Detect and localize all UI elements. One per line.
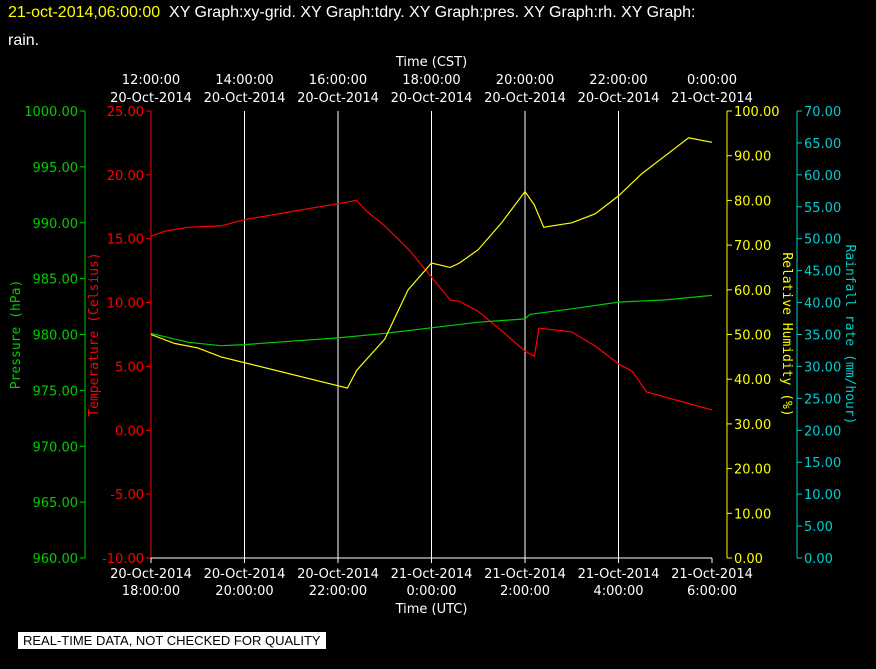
rain-tick-label: 25.00 (804, 392, 841, 407)
x-bottom-tick-time: 18:00:00 (122, 584, 180, 599)
rain-tick-label: 35.00 (804, 329, 841, 344)
humidity-series-line (150, 137, 713, 389)
humidity-tick-label: 30.00 (734, 418, 771, 433)
pressure-tick-label: 995.00 (33, 161, 79, 176)
x-top-axis-label: Time (CST) (395, 55, 467, 70)
temperature-axis-label: Temperature (Celsius) (87, 252, 102, 416)
x-top-tick-date: 20-Oct-2014 (578, 91, 660, 106)
x-bottom-tick-date: 20-Oct-2014 (110, 567, 192, 582)
x-bottom-tick-time: 0:00:00 (406, 584, 456, 599)
chart-title-line1: 21-oct-2014,06:00:00 XY Graph:xy-grid. X… (8, 4, 696, 22)
pressure-axis-label: Pressure (hPa) (9, 280, 24, 390)
x-top-tick-date: 20-Oct-2014 (484, 91, 566, 106)
humidity-tick-label: 90.00 (734, 150, 771, 165)
rain-tick-label: 15.00 (804, 456, 841, 471)
pressure-tick-label: 985.00 (33, 273, 79, 288)
x-top-tick-time: 0:00:00 (687, 73, 737, 88)
temperature-tick-label: -10.00 (102, 552, 144, 567)
humidity-axis-label: Relative Humidity (%) (779, 252, 794, 416)
temperature-tick-label: -5.00 (110, 488, 144, 503)
rain-axis-label: Rainfall rate (mm/hour) (842, 244, 857, 424)
quality-disclaimer: REAL-TIME DATA, NOT CHECKED FOR QUALITY (18, 632, 326, 649)
pressure-tick-label: 990.00 (33, 217, 79, 232)
rain-tick-label: 55.00 (804, 201, 841, 216)
humidity-tick-label: 40.00 (734, 373, 771, 388)
rain-tick-label: 0.00 (804, 552, 833, 567)
x-bottom-tick-time: 4:00:00 (593, 584, 643, 599)
x-top-tick-time: 12:00:00 (122, 73, 180, 88)
temperature-tick-label: 25.00 (107, 105, 144, 120)
rain-tick-label: 65.00 (804, 137, 841, 152)
x-bottom-tick-time: 22:00:00 (309, 584, 367, 599)
pressure-series-line (150, 294, 713, 347)
humidity-tick-label: 60.00 (734, 284, 771, 299)
temperature-tick-label: 20.00 (107, 169, 144, 184)
temperature-tick-label: 5.00 (115, 360, 144, 375)
rain-tick-label: 30.00 (804, 360, 841, 375)
x-bottom-tick-date: 21-Oct-2014 (578, 567, 660, 582)
temperature-tick-label: 15.00 (107, 233, 144, 248)
temperature-tick-label: 0.00 (115, 424, 144, 439)
humidity-tick-label: 50.00 (734, 329, 771, 344)
chart-datetime: 21-oct-2014,06:00:00 (8, 4, 161, 21)
pressure-tick-label: 980.00 (33, 329, 79, 344)
humidity-tick-label: 20.00 (734, 463, 771, 478)
x-bottom-axis-label: Time (UTC) (395, 602, 468, 617)
x-bottom-tick-time: 20:00:00 (215, 584, 273, 599)
x-bottom-tick-time: 2:00:00 (500, 584, 550, 599)
graph-list: XY Graph:xy-grid. XY Graph:tdry. XY Grap… (169, 4, 696, 21)
x-top-tick-time: 16:00:00 (309, 73, 367, 88)
rain-tick-label: 70.00 (804, 105, 841, 120)
rain-tick-label: 45.00 (804, 265, 841, 280)
chart-title-line2: rain. (8, 32, 40, 49)
x-bottom-tick-date: 20-Oct-2014 (297, 567, 379, 582)
rain-tick-label: 60.00 (804, 169, 841, 184)
pressure-tick-label: 1000.00 (24, 105, 78, 120)
temperature-tick-label: 10.00 (107, 297, 144, 312)
pressure-tick-label: 965.00 (33, 496, 79, 511)
x-top-tick-time: 20:00:00 (496, 73, 554, 88)
x-top-tick-date: 20-Oct-2014 (297, 91, 379, 106)
temperature-series-line (150, 199, 713, 411)
humidity-tick-label: 70.00 (734, 239, 771, 254)
x-bottom-tick-date: 20-Oct-2014 (204, 567, 286, 582)
rain-tick-label: 20.00 (804, 424, 841, 439)
rain-tick-label: 10.00 (804, 488, 841, 503)
pressure-tick-label: 975.00 (33, 384, 79, 399)
humidity-tick-label: 10.00 (734, 507, 771, 522)
humidity-tick-label: 80.00 (734, 194, 771, 209)
rain-tick-label: 40.00 (804, 297, 841, 312)
rain-tick-label: 50.00 (804, 233, 841, 248)
rain-tick-label: 5.00 (804, 520, 833, 535)
x-bottom-tick-time: 6:00:00 (687, 584, 737, 599)
x-top-tick-time: 18:00:00 (402, 73, 460, 88)
x-top-tick-date: 20-Oct-2014 (204, 91, 286, 106)
pressure-tick-label: 970.00 (33, 440, 79, 455)
x-top-tick-date: 20-Oct-2014 (391, 91, 473, 106)
x-top-tick-time: 14:00:00 (215, 73, 273, 88)
x-bottom-tick-date: 21-Oct-2014 (671, 567, 753, 582)
humidity-tick-label: 100.00 (734, 105, 780, 120)
x-bottom-tick-date: 21-Oct-2014 (484, 567, 566, 582)
humidity-tick-label: 0.00 (734, 552, 763, 567)
x-bottom-tick-date: 21-Oct-2014 (391, 567, 473, 582)
x-top-tick-date: 21-Oct-2014 (671, 91, 753, 106)
pressure-tick-label: 960.00 (33, 552, 79, 567)
x-top-tick-date: 20-Oct-2014 (110, 91, 192, 106)
x-top-tick-time: 22:00:00 (589, 73, 647, 88)
